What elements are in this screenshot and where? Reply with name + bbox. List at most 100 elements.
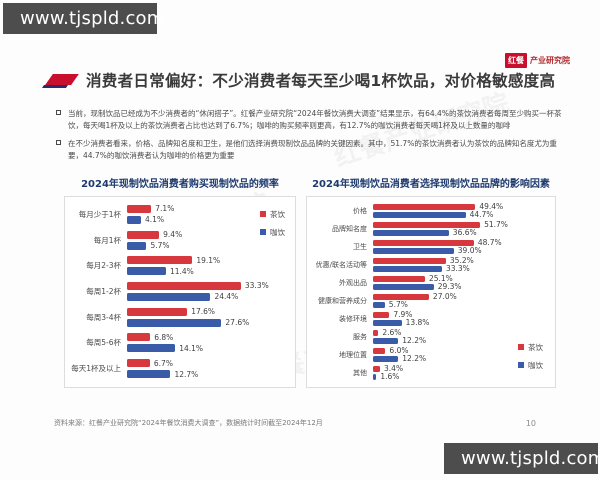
- chart-row: 健康和营养成分 27.0% 5.7%: [307, 292, 551, 309]
- bar-line: 14.1%: [127, 344, 291, 353]
- category-label: 每月2-3杯: [86, 261, 121, 271]
- bar-value-label: 39.0%: [457, 246, 482, 255]
- category-label: 卫生: [353, 242, 367, 251]
- bar: [127, 267, 166, 276]
- logo-brand-mark: 红餐: [505, 53, 527, 68]
- chart-legend: 茶饮咖饮: [518, 342, 543, 371]
- bar-line: 12.2%: [373, 336, 551, 345]
- legend-swatch-icon: [260, 211, 266, 217]
- category-label: 外观出品: [339, 278, 367, 287]
- category-label: 价格: [353, 206, 367, 215]
- bar-line: 9.4%: [127, 230, 291, 240]
- chart-title: 2024年现制饮品消费者选择现制饮品品牌的影响因素: [312, 178, 550, 190]
- bar: [373, 373, 377, 380]
- site-banner-top: www.tjspld.com: [3, 3, 164, 34]
- bar-line: 4.1%: [127, 215, 291, 225]
- bar-group: 3.4% 1.6%: [373, 364, 551, 381]
- category-label: 每月1杯: [93, 235, 121, 245]
- bar-line: 17.6%: [127, 307, 291, 317]
- bar: [127, 292, 211, 301]
- bar-value-label: 1.6%: [380, 372, 400, 381]
- bar-value-label: 5.7%: [150, 241, 170, 251]
- legend-label: 茶饮: [528, 342, 543, 352]
- bar: [373, 229, 449, 236]
- bar-value-label: 6.7%: [153, 358, 173, 368]
- bar-line: 7.1%: [127, 204, 291, 214]
- legend-label: 茶饮: [270, 209, 285, 219]
- legend-item: 咖饮: [518, 360, 543, 371]
- bar-line: 35.2%: [373, 256, 551, 265]
- chart-title: 2024年现制饮品消费者购买现制饮品的频率: [81, 178, 279, 190]
- bar: [127, 344, 176, 353]
- bar-line: 19.1%: [127, 255, 291, 265]
- legend-label: 咖饮: [270, 227, 285, 237]
- chart-row: 卫生 48.7% 39.0%: [307, 238, 551, 255]
- bar: [127, 307, 188, 316]
- bar: [127, 370, 171, 379]
- bar-line: 3.4%: [373, 364, 551, 373]
- category-label: 每周1-2杯: [86, 286, 121, 296]
- bar: [373, 221, 481, 228]
- bullet-text: 在不少消费者看来，价格、品牌知名度和卫生，是他们选择消费现制饮品品牌的关键因素。…: [68, 139, 557, 160]
- bar-value-label: 4.1%: [145, 215, 165, 225]
- bar-group: 49.4% 44.7%: [373, 202, 551, 219]
- bar-line: 2.6%: [373, 328, 551, 337]
- square-bullet-icon: [56, 110, 61, 115]
- page-number: 10: [525, 418, 536, 428]
- bar-line: 6.8%: [127, 332, 291, 342]
- bar-value-label: 35.2%: [449, 256, 474, 265]
- charts-row: 2024年现制饮品消费者购买现制饮品的频率 每月少于1杯 7.1% 4.1% 每月1杯…: [64, 175, 572, 388]
- chart-row: 每周3-4杯 17.6% 27.6%: [65, 307, 291, 328]
- site-banner-bottom: www.tjspld.com: [444, 443, 600, 474]
- bar-line: 44.7%: [373, 210, 551, 219]
- chart-row: 地理位置 6.0% 12.2%: [307, 346, 551, 363]
- bar-value-label: 6.8%: [154, 332, 174, 342]
- bar-group: 19.1% 11.4%: [127, 255, 291, 276]
- bar-value-label: 7.1%: [155, 204, 175, 214]
- category-label: 装修环境: [339, 314, 367, 323]
- bar: [127, 215, 142, 224]
- legend-swatch-icon: [260, 229, 266, 235]
- bar: [373, 301, 385, 308]
- bar: [373, 311, 390, 318]
- legend-swatch-icon: [518, 362, 524, 368]
- summary-bullets: 当前，现制饮品已经成为不少消费者的“休闲搭子”。红餐产业研究院“2024年餐饮消…: [40, 108, 572, 162]
- bar-line: 5.7%: [127, 241, 291, 251]
- chart-row: 每周5-6杯 6.8% 14.1%: [65, 332, 291, 353]
- bar: [373, 247, 454, 254]
- bar-group: 6.8% 14.1%: [127, 332, 291, 353]
- chart-row: 服务 2.6% 12.2%: [307, 328, 551, 345]
- bar-value-label: 5.7%: [388, 300, 408, 309]
- bar-value-label: 9.4%: [163, 230, 183, 240]
- bar-value-label: 12.2%: [402, 354, 427, 363]
- bar-line: 5.7%: [373, 300, 551, 309]
- bar-value-label: 7.9%: [393, 310, 413, 319]
- legend-item: 茶饮: [518, 342, 543, 353]
- bar-value-label: 24.4%: [214, 292, 239, 302]
- chart-row: 外观出品 25.1% 29.3%: [307, 274, 551, 291]
- bar-value-label: 12.2%: [402, 336, 427, 345]
- bar-line: 11.4%: [127, 267, 291, 276]
- bar-value-label: 6.0%: [389, 346, 409, 355]
- purchase-frequency-chart: 2024年现制饮品消费者购买现制饮品的频率 每月少于1杯 7.1% 4.1% 每月1杯…: [64, 175, 296, 388]
- bar-group: 48.7% 39.0%: [373, 238, 551, 255]
- chart-row: 每月少于1杯 7.1% 4.1%: [65, 204, 291, 225]
- bar-line: 6.0%: [373, 346, 551, 355]
- bar-line: 7.9%: [373, 310, 551, 319]
- bar-value-label: 19.1%: [196, 255, 221, 265]
- title-row: 消费者日常偏好：不少消费者每天至少喝1杯饮品，对价格敏感度高: [40, 69, 572, 91]
- category-label: 优惠/联名活动等: [315, 260, 367, 269]
- bar-value-label: 27.6%: [225, 318, 250, 328]
- bar-line: 12.7%: [127, 370, 291, 379]
- chart-legend: 茶饮 咖饮: [260, 209, 285, 238]
- bar: [127, 230, 160, 239]
- bar: [127, 359, 150, 368]
- chart-row: 每月2-3杯 19.1% 11.4%: [65, 255, 291, 276]
- legend-item: 咖饮: [260, 227, 285, 238]
- bar: [373, 283, 434, 290]
- bar-value-label: 17.6%: [191, 307, 216, 317]
- bar: [127, 256, 193, 265]
- bar-line: 29.3%: [373, 282, 551, 291]
- bar-value-label: 27.0%: [432, 292, 457, 301]
- bar-line: 27.0%: [373, 292, 551, 301]
